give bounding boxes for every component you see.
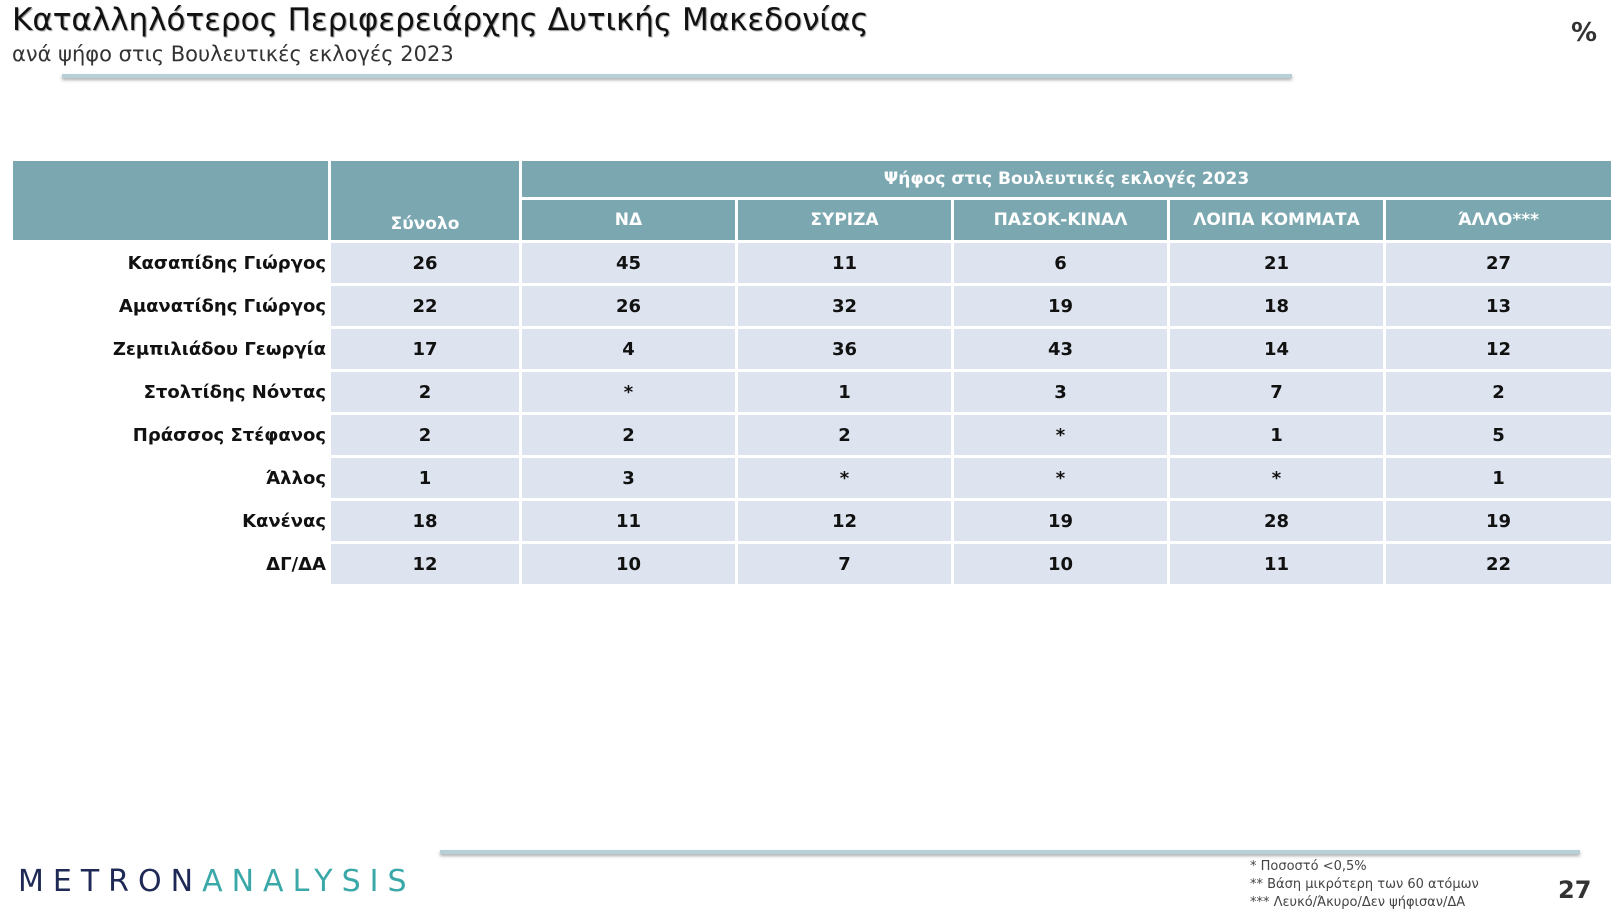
group-header: Ψήφος στις Βουλευτικές εκλογές 2023 — [522, 161, 1611, 197]
footnote: * Ποσοστό <0,5% — [1250, 859, 1367, 874]
total-cell: 12 — [331, 544, 519, 584]
value-cell: * — [954, 458, 1167, 498]
total-cell: 2 — [331, 415, 519, 455]
logo: METRONANALYSIS — [18, 864, 416, 899]
unit: % — [1570, 18, 1597, 48]
value-cell: 22 — [1386, 544, 1611, 584]
row-label: Κανένας — [13, 501, 328, 541]
value-cell: * — [522, 372, 735, 412]
total-cell: 18 — [331, 501, 519, 541]
row-label: Κασαπίδης Γιώργος — [13, 243, 328, 283]
column-header: ΠΑΣΟΚ-ΚΙΝΑΛ — [954, 200, 1167, 240]
value-cell: * — [738, 458, 951, 498]
value-cell: 28 — [1170, 501, 1383, 541]
value-cell: 19 — [954, 501, 1167, 541]
value-cell: 11 — [738, 243, 951, 283]
value-cell: 26 — [522, 286, 735, 326]
footnote: *** Λευκό/Άκυρο/Δεν ψήφισαν/ΔΑ — [1250, 895, 1466, 910]
corner-cell — [13, 161, 328, 240]
logo-right: ANALYSIS — [202, 864, 416, 899]
table-head: Σύνολο Ψήφος στις Βουλευτικές εκλογές 20… — [13, 161, 1611, 240]
page-number: 27 — [1558, 876, 1592, 904]
value-cell: 3 — [522, 458, 735, 498]
column-header: ΛΟΙΠΑ ΚΟΜΜΑΤΑ — [1170, 200, 1383, 240]
table-row: Αμανατίδης Γιώργος 22 26 32 19 18 13 — [13, 286, 1611, 326]
value-cell: 6 — [954, 243, 1167, 283]
total-header: Σύνολο — [331, 161, 519, 240]
value-cell: 1 — [738, 372, 951, 412]
footer-rule — [440, 850, 1580, 854]
value-cell: 7 — [738, 544, 951, 584]
total-cell: 17 — [331, 329, 519, 369]
value-cell: 21 — [1170, 243, 1383, 283]
value-cell: 13 — [1386, 286, 1611, 326]
value-cell: * — [1170, 458, 1383, 498]
column-header: ΝΔ — [522, 200, 735, 240]
header-rule — [62, 74, 1292, 78]
row-label: ΔΓ/ΔΑ — [13, 544, 328, 584]
results-table: Σύνολο Ψήφος στις Βουλευτικές εκλογές 20… — [10, 158, 1614, 587]
value-cell: 7 — [1170, 372, 1383, 412]
row-label: Αμανατίδης Γιώργος — [13, 286, 328, 326]
value-cell: 36 — [738, 329, 951, 369]
table-row: Στολτίδης Νόντας 2 * 1 3 7 2 — [13, 372, 1611, 412]
table-row: Κασαπίδης Γιώργος 26 45 11 6 21 27 — [13, 243, 1611, 283]
table-body: Κασαπίδης Γιώργος 26 45 11 6 21 27 Αμανατίδης Γ… — [13, 243, 1611, 584]
table-row: ΔΓ/ΔΑ 12 10 7 10 11 22 — [13, 544, 1611, 584]
value-cell: 11 — [522, 501, 735, 541]
row-label: Ζεμπιλιάδου Γεωργία — [13, 329, 328, 369]
value-cell: 45 — [522, 243, 735, 283]
row-label: Άλλος — [13, 458, 328, 498]
value-cell: 18 — [1170, 286, 1383, 326]
value-cell: 1 — [1170, 415, 1383, 455]
subtitle: ανά ψήφο στις Βουλευτικές εκλογές 2023 — [12, 42, 454, 66]
value-cell: 27 — [1386, 243, 1611, 283]
value-cell: * — [954, 415, 1167, 455]
value-cell: 5 — [1386, 415, 1611, 455]
table-row: Πράσσος Στέφανος 2 2 2 * 1 5 — [13, 415, 1611, 455]
value-cell: 12 — [738, 501, 951, 541]
value-cell: 2 — [522, 415, 735, 455]
value-cell: 1 — [1386, 458, 1611, 498]
value-cell: 10 — [522, 544, 735, 584]
value-cell: 19 — [1386, 501, 1611, 541]
row-label: Στολτίδης Νόντας — [13, 372, 328, 412]
title: Καταλληλότερος Περιφερειάρχης Δυτικής Μα… — [12, 2, 869, 38]
header-row: Σύνολο Ψήφος στις Βουλευτικές εκλογές 20… — [13, 161, 1611, 240]
logo-left: METRON — [18, 864, 203, 899]
total-cell: 22 — [331, 286, 519, 326]
table-row: Ζεμπιλιάδου Γεωργία 17 4 36 43 14 12 — [13, 329, 1611, 369]
value-cell: 11 — [1170, 544, 1383, 584]
table-row: Άλλος 1 3 * * * 1 — [13, 458, 1611, 498]
value-cell: 32 — [738, 286, 951, 326]
table-row: Κανένας 18 11 12 19 28 19 — [13, 501, 1611, 541]
value-cell: 19 — [954, 286, 1167, 326]
value-cell: 43 — [954, 329, 1167, 369]
total-cell: 1 — [331, 458, 519, 498]
value-cell: 3 — [954, 372, 1167, 412]
footnote: ** Βάση μικρότερη των 60 ατόμων — [1250, 877, 1479, 892]
total-cell: 2 — [331, 372, 519, 412]
value-cell: 2 — [1386, 372, 1611, 412]
value-cell: 10 — [954, 544, 1167, 584]
value-cell: 4 — [522, 329, 735, 369]
total-cell: 26 — [331, 243, 519, 283]
column-header: ΣΥΡΙΖΑ — [738, 200, 951, 240]
value-cell: 2 — [738, 415, 951, 455]
footnotes: * Ποσοστό <0,5% ** Βάση μικρότερη των 60 … — [1250, 858, 1479, 912]
value-cell: 14 — [1170, 329, 1383, 369]
row-label: Πράσσος Στέφανος — [13, 415, 328, 455]
column-header-row: ΝΔ ΣΥΡΙΖΑ ΠΑΣΟΚ-ΚΙΝΑΛ ΛΟΙΠΑ ΚΟΜΜΑΤΑ ΆΛΛΟ*** — [13, 200, 1611, 240]
value-cell: 12 — [1386, 329, 1611, 369]
column-header: ΆΛΛΟ*** — [1386, 200, 1611, 240]
